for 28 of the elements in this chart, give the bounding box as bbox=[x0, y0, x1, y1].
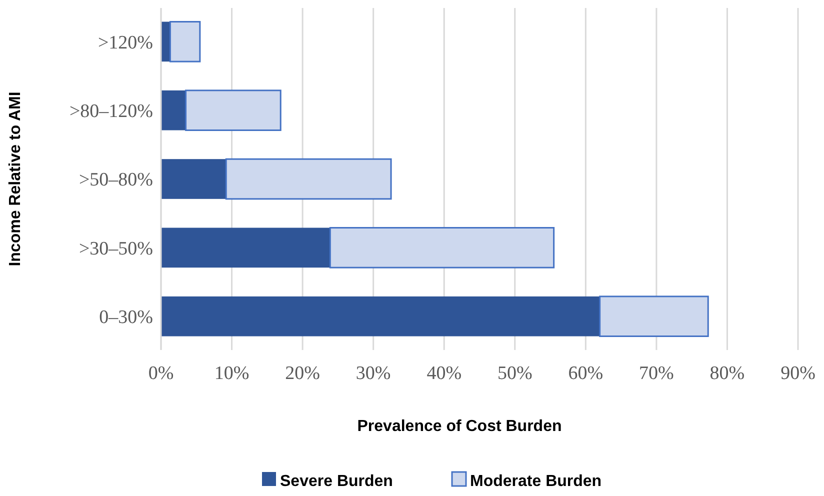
x-tick-label: 80% bbox=[710, 363, 745, 384]
x-tick-label: 10% bbox=[214, 363, 250, 384]
x-tick-label: 40% bbox=[426, 363, 462, 384]
bar bbox=[599, 296, 709, 338]
bar bbox=[225, 158, 392, 200]
x-tick-label: 0% bbox=[148, 363, 174, 384]
bar bbox=[329, 227, 555, 268]
bar bbox=[169, 20, 201, 62]
bar bbox=[161, 159, 226, 199]
y-axis-title: Income Relative to AMI bbox=[7, 92, 24, 266]
y-tick-label: >50–80% bbox=[78, 170, 154, 191]
bar bbox=[161, 296, 600, 336]
legend-label: Severe Burden bbox=[280, 473, 393, 490]
bar bbox=[185, 90, 282, 131]
x-tick-label: 70% bbox=[639, 363, 674, 384]
legend-label: Moderate Burden bbox=[470, 473, 602, 490]
bar bbox=[161, 228, 330, 268]
x-tick-label: 50% bbox=[497, 363, 532, 384]
y-tick-label: >30–50% bbox=[78, 238, 154, 260]
x-axis-title: Prevalence of Cost Burden bbox=[357, 418, 562, 435]
x-tick-label: 30% bbox=[356, 363, 391, 384]
bar bbox=[161, 90, 186, 130]
x-tick-label: 20% bbox=[285, 363, 320, 384]
x-tick-label: 60% bbox=[568, 363, 604, 384]
y-tick-label: >120% bbox=[98, 32, 154, 54]
x-tick-label: 90% bbox=[780, 363, 816, 384]
y-tick-label: 0–30% bbox=[99, 307, 154, 328]
y-tick-label: >80–120% bbox=[69, 100, 154, 122]
